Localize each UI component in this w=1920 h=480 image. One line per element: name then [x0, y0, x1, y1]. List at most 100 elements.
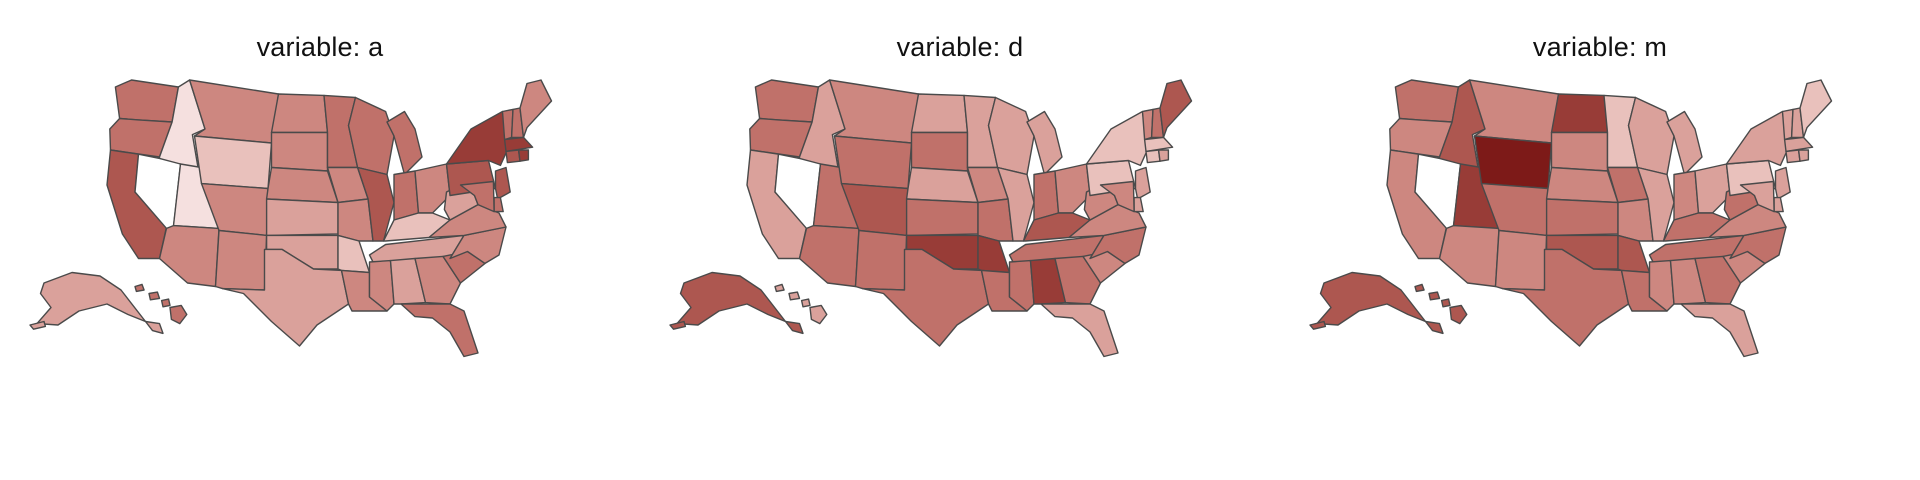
state-hi-part-3: [1440, 298, 1451, 308]
state-sd: [1550, 131, 1609, 172]
state-ct: [1785, 149, 1801, 164]
state-ri: [1797, 149, 1810, 162]
state-nj: [494, 166, 511, 200]
state-fl: [1040, 303, 1119, 358]
state-ks: [265, 198, 339, 237]
state-ky: [1022, 212, 1091, 242]
state-de: [1133, 196, 1144, 213]
state-ga: [414, 255, 462, 305]
state-az: [158, 224, 220, 288]
state-ms: [1648, 259, 1675, 312]
state-hi: [1449, 304, 1468, 325]
state-de: [1773, 196, 1784, 213]
state-nj: [1774, 166, 1791, 200]
state-mo: [1617, 198, 1654, 242]
state-in: [393, 170, 420, 221]
state-ak-part-1: [29, 320, 47, 330]
panel-title: variable: d: [896, 32, 1024, 62]
state-ne: [905, 166, 979, 204]
state-wa: [754, 79, 820, 123]
state-ks: [1545, 198, 1619, 237]
us-choropleth-map: [29, 79, 553, 358]
state-ma: [503, 136, 534, 153]
state-me: [519, 79, 553, 139]
state-fl: [400, 303, 479, 358]
state-ak-part-2: [784, 320, 804, 335]
state-hi-part-1: [774, 283, 785, 293]
state-ne: [1545, 166, 1619, 204]
state-ks: [905, 198, 979, 237]
us-choropleth-map: [1309, 79, 1833, 358]
state-hi-part-1: [1414, 283, 1425, 293]
state-mi: [386, 110, 423, 176]
state-ma: [1143, 136, 1174, 153]
state-nd: [270, 93, 329, 134]
state-ga: [1694, 255, 1742, 305]
state-me: [1159, 79, 1193, 139]
panel-m: variable: m: [1280, 0, 1920, 480]
state-ak: [36, 271, 147, 326]
state-ak: [1316, 271, 1427, 326]
state-ak-part-1: [1309, 320, 1327, 330]
state-ny: [1085, 110, 1149, 167]
state-wa: [114, 79, 180, 123]
state-hi: [809, 304, 828, 325]
state-sd: [270, 131, 329, 172]
state-oh: [414, 163, 451, 214]
state-mi: [1666, 110, 1703, 176]
state-tx: [221, 248, 350, 347]
state-ct: [505, 149, 521, 164]
state-nd: [1550, 93, 1609, 134]
state-az: [1438, 224, 1500, 288]
us-choropleth-map: [669, 79, 1193, 358]
panel-d: variable: d: [640, 0, 1280, 480]
state-ak: [676, 271, 787, 326]
state-wy: [833, 135, 913, 190]
panel-title: variable: a: [256, 32, 384, 62]
state-hi-part-2: [1428, 291, 1441, 301]
state-md: [1739, 180, 1775, 213]
state-nm: [1494, 229, 1548, 291]
state-ky: [1662, 212, 1731, 242]
state-nm: [214, 229, 268, 291]
panel-a: variable: a: [0, 0, 640, 480]
state-de: [493, 196, 504, 213]
state-hi-part-1: [134, 283, 145, 293]
state-ky: [382, 212, 451, 242]
state-ma: [1783, 136, 1814, 153]
state-ri: [517, 149, 530, 162]
state-me: [1799, 79, 1833, 139]
state-oh: [1054, 163, 1091, 214]
state-ne: [265, 166, 339, 204]
state-al: [1029, 257, 1067, 305]
state-nm: [854, 229, 908, 291]
state-mo: [337, 198, 374, 242]
state-hi-part-3: [160, 298, 171, 308]
state-wy: [193, 135, 273, 190]
state-ga: [1054, 255, 1102, 305]
state-az: [798, 224, 860, 288]
state-mt: [1468, 79, 1560, 144]
state-fl: [1680, 303, 1759, 358]
state-ms: [368, 259, 395, 312]
state-nj: [1134, 166, 1151, 200]
state-hi-part-2: [148, 291, 161, 301]
state-mt: [188, 79, 280, 144]
state-mi: [1026, 110, 1063, 176]
state-hi-part-2: [788, 291, 801, 301]
state-wa: [1394, 79, 1460, 123]
state-ny: [1725, 110, 1789, 167]
state-al: [1669, 257, 1707, 305]
state-mt: [828, 79, 920, 144]
state-tx: [861, 248, 990, 347]
state-tx: [1501, 248, 1630, 347]
state-md: [1099, 180, 1135, 213]
state-hi-part-3: [800, 298, 811, 308]
state-in: [1673, 170, 1700, 221]
state-ri: [1157, 149, 1170, 162]
state-ak-part-1: [669, 320, 687, 330]
state-ny: [445, 110, 509, 167]
state-ak-part-2: [1424, 320, 1444, 335]
state-sd: [910, 131, 969, 172]
state-ct: [1145, 149, 1161, 164]
